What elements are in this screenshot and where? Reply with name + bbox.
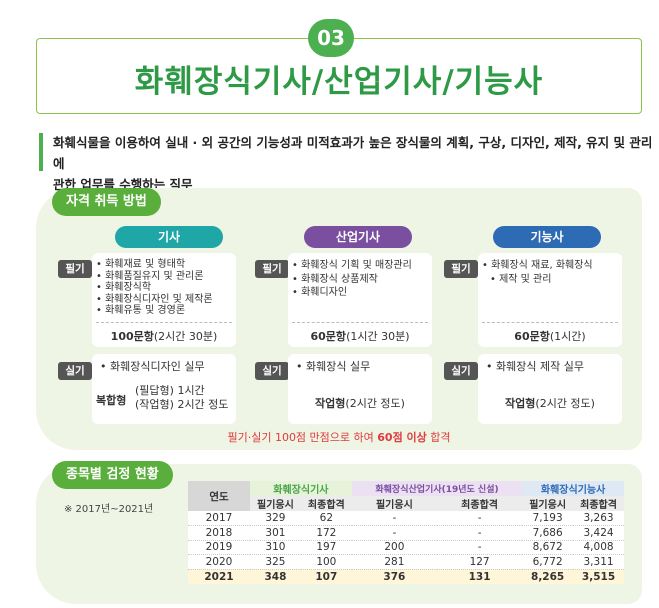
page-title: 화훼장식기사/산업기사/기능사 (134, 64, 544, 100)
column-head-gisa: 기사 (115, 226, 223, 248)
qualification-section-title: 자격 취득 방법 (52, 188, 161, 216)
practical-detail-gisa: (필답형) 1시간 (작업형) 2시간 정도 (135, 384, 229, 411)
group-header-saneop: 화훼장식산업기사(19년도 신설) (351, 481, 523, 496)
divider (96, 322, 232, 323)
column-header: 필기응시 (522, 496, 574, 511)
written-list-saneop: 화훼장식 기획 및 매장관리 화훼장식 상품제작 화훼디자인 (292, 259, 412, 300)
written-count-saneop: 60문항(1시간 30분) (310, 330, 410, 343)
description-line: 화훼식물을 이용하여 실내 · 외 공간의 기능성과 미적효과가 높은 장식물의… (53, 135, 653, 171)
list-item: 화훼장식학 (96, 282, 213, 294)
written-list-gisa: 화훼재료 및 형태학 화훼품질유지 및 관리론 화훼장식학 화훼장식디자인 및 … (96, 259, 213, 317)
divider (292, 322, 428, 323)
column-header: 필기응시 (250, 496, 301, 511)
written-label: 필기 (255, 260, 289, 278)
practical-list-gisa: 화훼장식디자인 실무 (100, 361, 205, 373)
list-item: 화훼장식 실무 (296, 361, 370, 373)
written-count-gineung: 60문항(1시간) (514, 330, 586, 343)
list-item: 화훼재료 및 형태학 (96, 259, 213, 271)
column-head-gineung: 기능사 (493, 226, 601, 248)
practical-label: 실기 (255, 362, 289, 380)
section-number-badge: 03 (308, 19, 354, 57)
list-item: 화훼디자인 (292, 286, 412, 300)
practical-type-gisa: 복합형 (96, 394, 127, 407)
practical-label: 실기 (444, 362, 478, 380)
table-row: 2020 325 100 281 127 6,772 3,311 (188, 554, 624, 570)
list-item: 화훼장식디자인 실무 (100, 361, 205, 373)
group-header-gineung: 화훼장식기능사 (522, 481, 624, 496)
table-row-highlight: 2021 348 107 376 131 8,265 3,515 (188, 569, 624, 584)
list-item: 화훼장식디자인 및 제작론 (96, 294, 213, 306)
description-accent-bar (39, 133, 43, 171)
table-row: 2018 301 172- -7,686 3,424 (188, 525, 624, 541)
stats-range: ※ 2017년~2021년 (64, 504, 154, 515)
practical-type-saneop: 작업형(2시간 정도) (315, 397, 405, 410)
practical-list-saneop: 화훼장식 실무 (296, 361, 370, 373)
job-description: 화훼식물을 이용하여 실내 · 외 공간의 기능성과 미적효과가 높은 장식물의… (53, 132, 653, 195)
list-item: 화훼장식 제작 실무 (486, 361, 584, 373)
group-header-gisa: 화훼장식기사 (250, 481, 352, 496)
divider (482, 322, 618, 323)
column-header: 필기응시 (351, 496, 437, 511)
written-list-gineung: 화훼장식 재료, 화훼장식 제작 및 관리 (482, 259, 593, 286)
year-header: 연도 (188, 481, 250, 511)
list-item: 화훼품질유지 및 관리론 (96, 271, 213, 283)
written-label: 필기 (444, 260, 478, 278)
column-head-saneop: 산업기사 (304, 226, 412, 248)
column-header: 최종합격 (573, 496, 624, 511)
stats-table: 연도 화훼장식기사 화훼장식산업기사(19년도 신설) 화훼장식기능사 필기응시… (188, 481, 624, 584)
practical-list-gineung: 화훼장식 제작 실무 (486, 361, 584, 373)
table-row: 2019 310 197 200-8,672 4,008 (188, 540, 624, 555)
pass-criteria-note: 필기·실기 100점 만점으로 하여 60점 이상 합격 (227, 431, 451, 444)
practical-label: 실기 (58, 362, 92, 380)
written-label: 필기 (58, 260, 92, 278)
list-item: 화훼장식 기획 및 매장관리 (292, 259, 412, 273)
table-row: 2017 329 62- -7,193 3,263 (188, 511, 624, 526)
column-header: 최종합격 (300, 496, 352, 511)
column-header: 최종합격 (436, 496, 523, 511)
stats-section-title: 종목별 검정 현황 (52, 461, 173, 489)
practical-type-gineung: 작업형(2시간 정도) (505, 397, 595, 410)
list-item: 화훼장식 재료, 화훼장식 (482, 259, 593, 273)
list-item: 화훼유통 및 경영론 (96, 305, 213, 317)
list-item: 제작 및 관리 (482, 273, 593, 287)
list-item: 화훼장식 상품제작 (292, 273, 412, 287)
written-count-gisa: 100문항(2시간 30분) (110, 330, 218, 343)
